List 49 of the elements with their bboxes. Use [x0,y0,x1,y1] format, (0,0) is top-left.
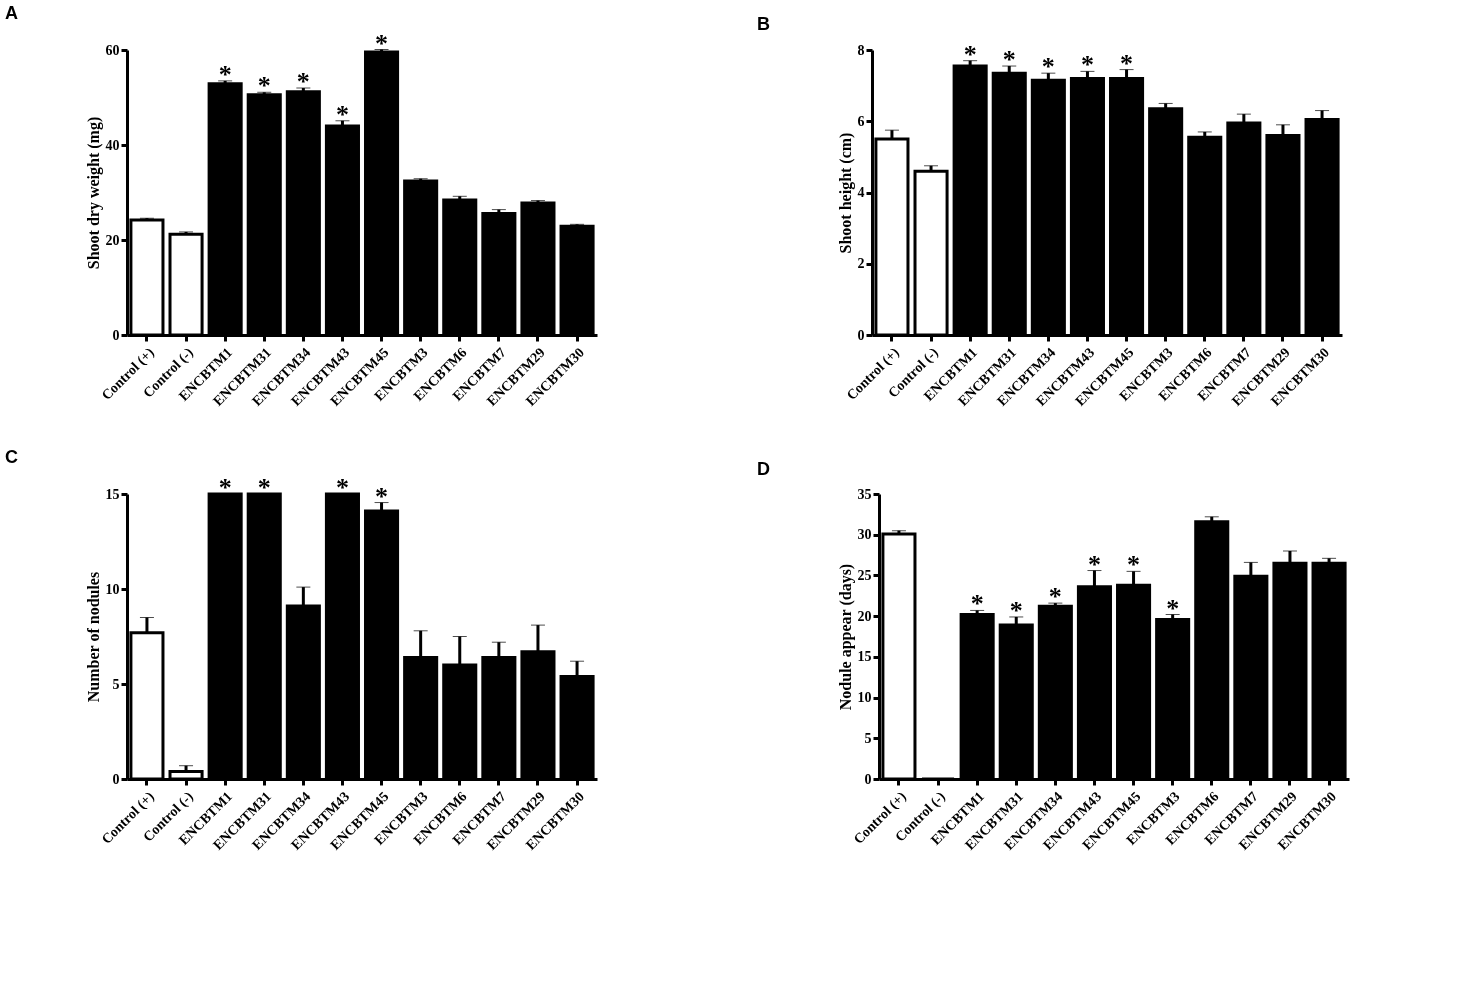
annotation: * [1009,595,1023,625]
chart-title: D [757,459,770,479]
y-tick-label: 10 [105,581,120,597]
y-tick-label: 15 [857,649,872,665]
annotation: * [257,71,271,101]
y-tick-label: 30 [857,527,872,543]
y-tick-label: 60 [105,42,120,58]
y-tick-label: 5 [112,676,120,692]
annotation: * [335,99,349,129]
y-tick-label: 6 [857,113,865,129]
annotation: * [218,473,232,502]
y-tick-label: 40 [105,137,120,153]
annotation: * [1120,48,1134,78]
annotation: * [963,39,977,69]
y-tick-label: 0 [864,771,872,787]
y-tick-label: 35 [857,486,872,502]
annotation: * [1087,549,1101,579]
y-tick-label: 0 [112,771,120,787]
y-tick-label: 20 [857,608,872,624]
y-axis-title: Number of nodules [84,571,102,703]
y-tick-label: 0 [112,327,120,343]
y-tick-label: 0 [857,327,865,343]
annotation: * [1080,50,1094,80]
y-tick-label: 8 [857,42,865,58]
annotation: * [375,29,389,59]
y-tick-label: 10 [857,690,872,706]
y-tick-label: 25 [857,567,872,583]
y-tick-label: 20 [105,232,120,248]
annotation: * [1127,550,1141,580]
chart-title: B [757,13,770,34]
chart-title: A [5,3,18,24]
annotation: * [296,67,310,96]
annotation: * [1002,45,1016,75]
annotation: * [335,473,349,502]
annotation: * [1041,52,1055,82]
y-axis-title: Nodule appear (days) [836,563,855,711]
annotation: * [218,59,232,89]
y-tick-label: 5 [864,730,872,746]
y-axis-title: Shoot dry weight (mg) [84,116,103,270]
y-tick-label: 15 [105,486,120,502]
annotation: * [375,481,389,511]
y-tick-label: 2 [857,256,865,272]
annotation: * [970,589,984,619]
y-axis-title: Shoot height (cm) [836,132,855,254]
annotation: * [257,473,271,502]
y-tick-label: 4 [857,185,865,200]
annotation: * [1048,582,1062,612]
chart-title: C [5,447,18,467]
annotation: * [1166,593,1180,623]
